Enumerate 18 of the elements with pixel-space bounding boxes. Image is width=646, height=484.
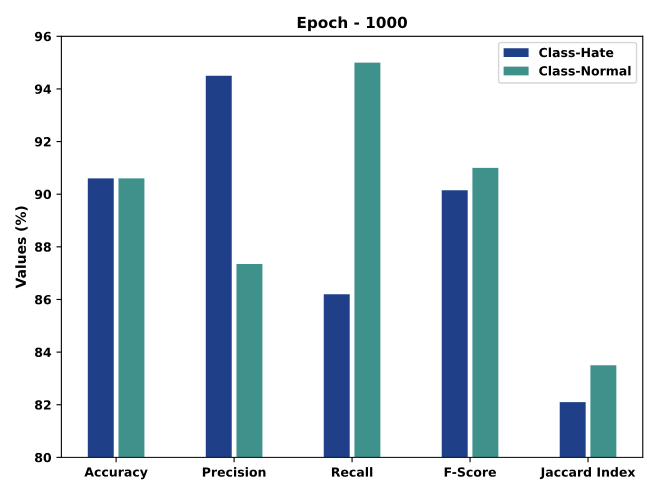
x-tick-label: Precision [202, 467, 266, 477]
y-tick-label: 80 [35, 452, 52, 462]
y-tick-label: 92 [34, 137, 51, 146]
chart-title: Epoch - 1000 [298, 16, 407, 32]
y-tick-label: 84 [35, 348, 52, 358]
y-tick-label: 86 [35, 294, 51, 304]
y-tick-label: 94 [34, 84, 52, 94]
y-axis-title: Values (%) [15, 206, 28, 288]
legend-label: Class-Normal [539, 66, 630, 76]
x-tick-label: Accuracy [84, 467, 148, 480]
x-tick-label: Recall [332, 467, 372, 477]
y-tick-label: 90 [34, 190, 52, 200]
y-tick-label: 82 [35, 400, 51, 410]
x-tick-label: Jaccard Index [540, 467, 636, 480]
x-tick-label: F-Score [444, 467, 496, 477]
y-tick-label: 96 [34, 32, 51, 42]
y-tick-label: 88 [35, 242, 51, 252]
legend-label: Class-Hate [539, 48, 614, 58]
